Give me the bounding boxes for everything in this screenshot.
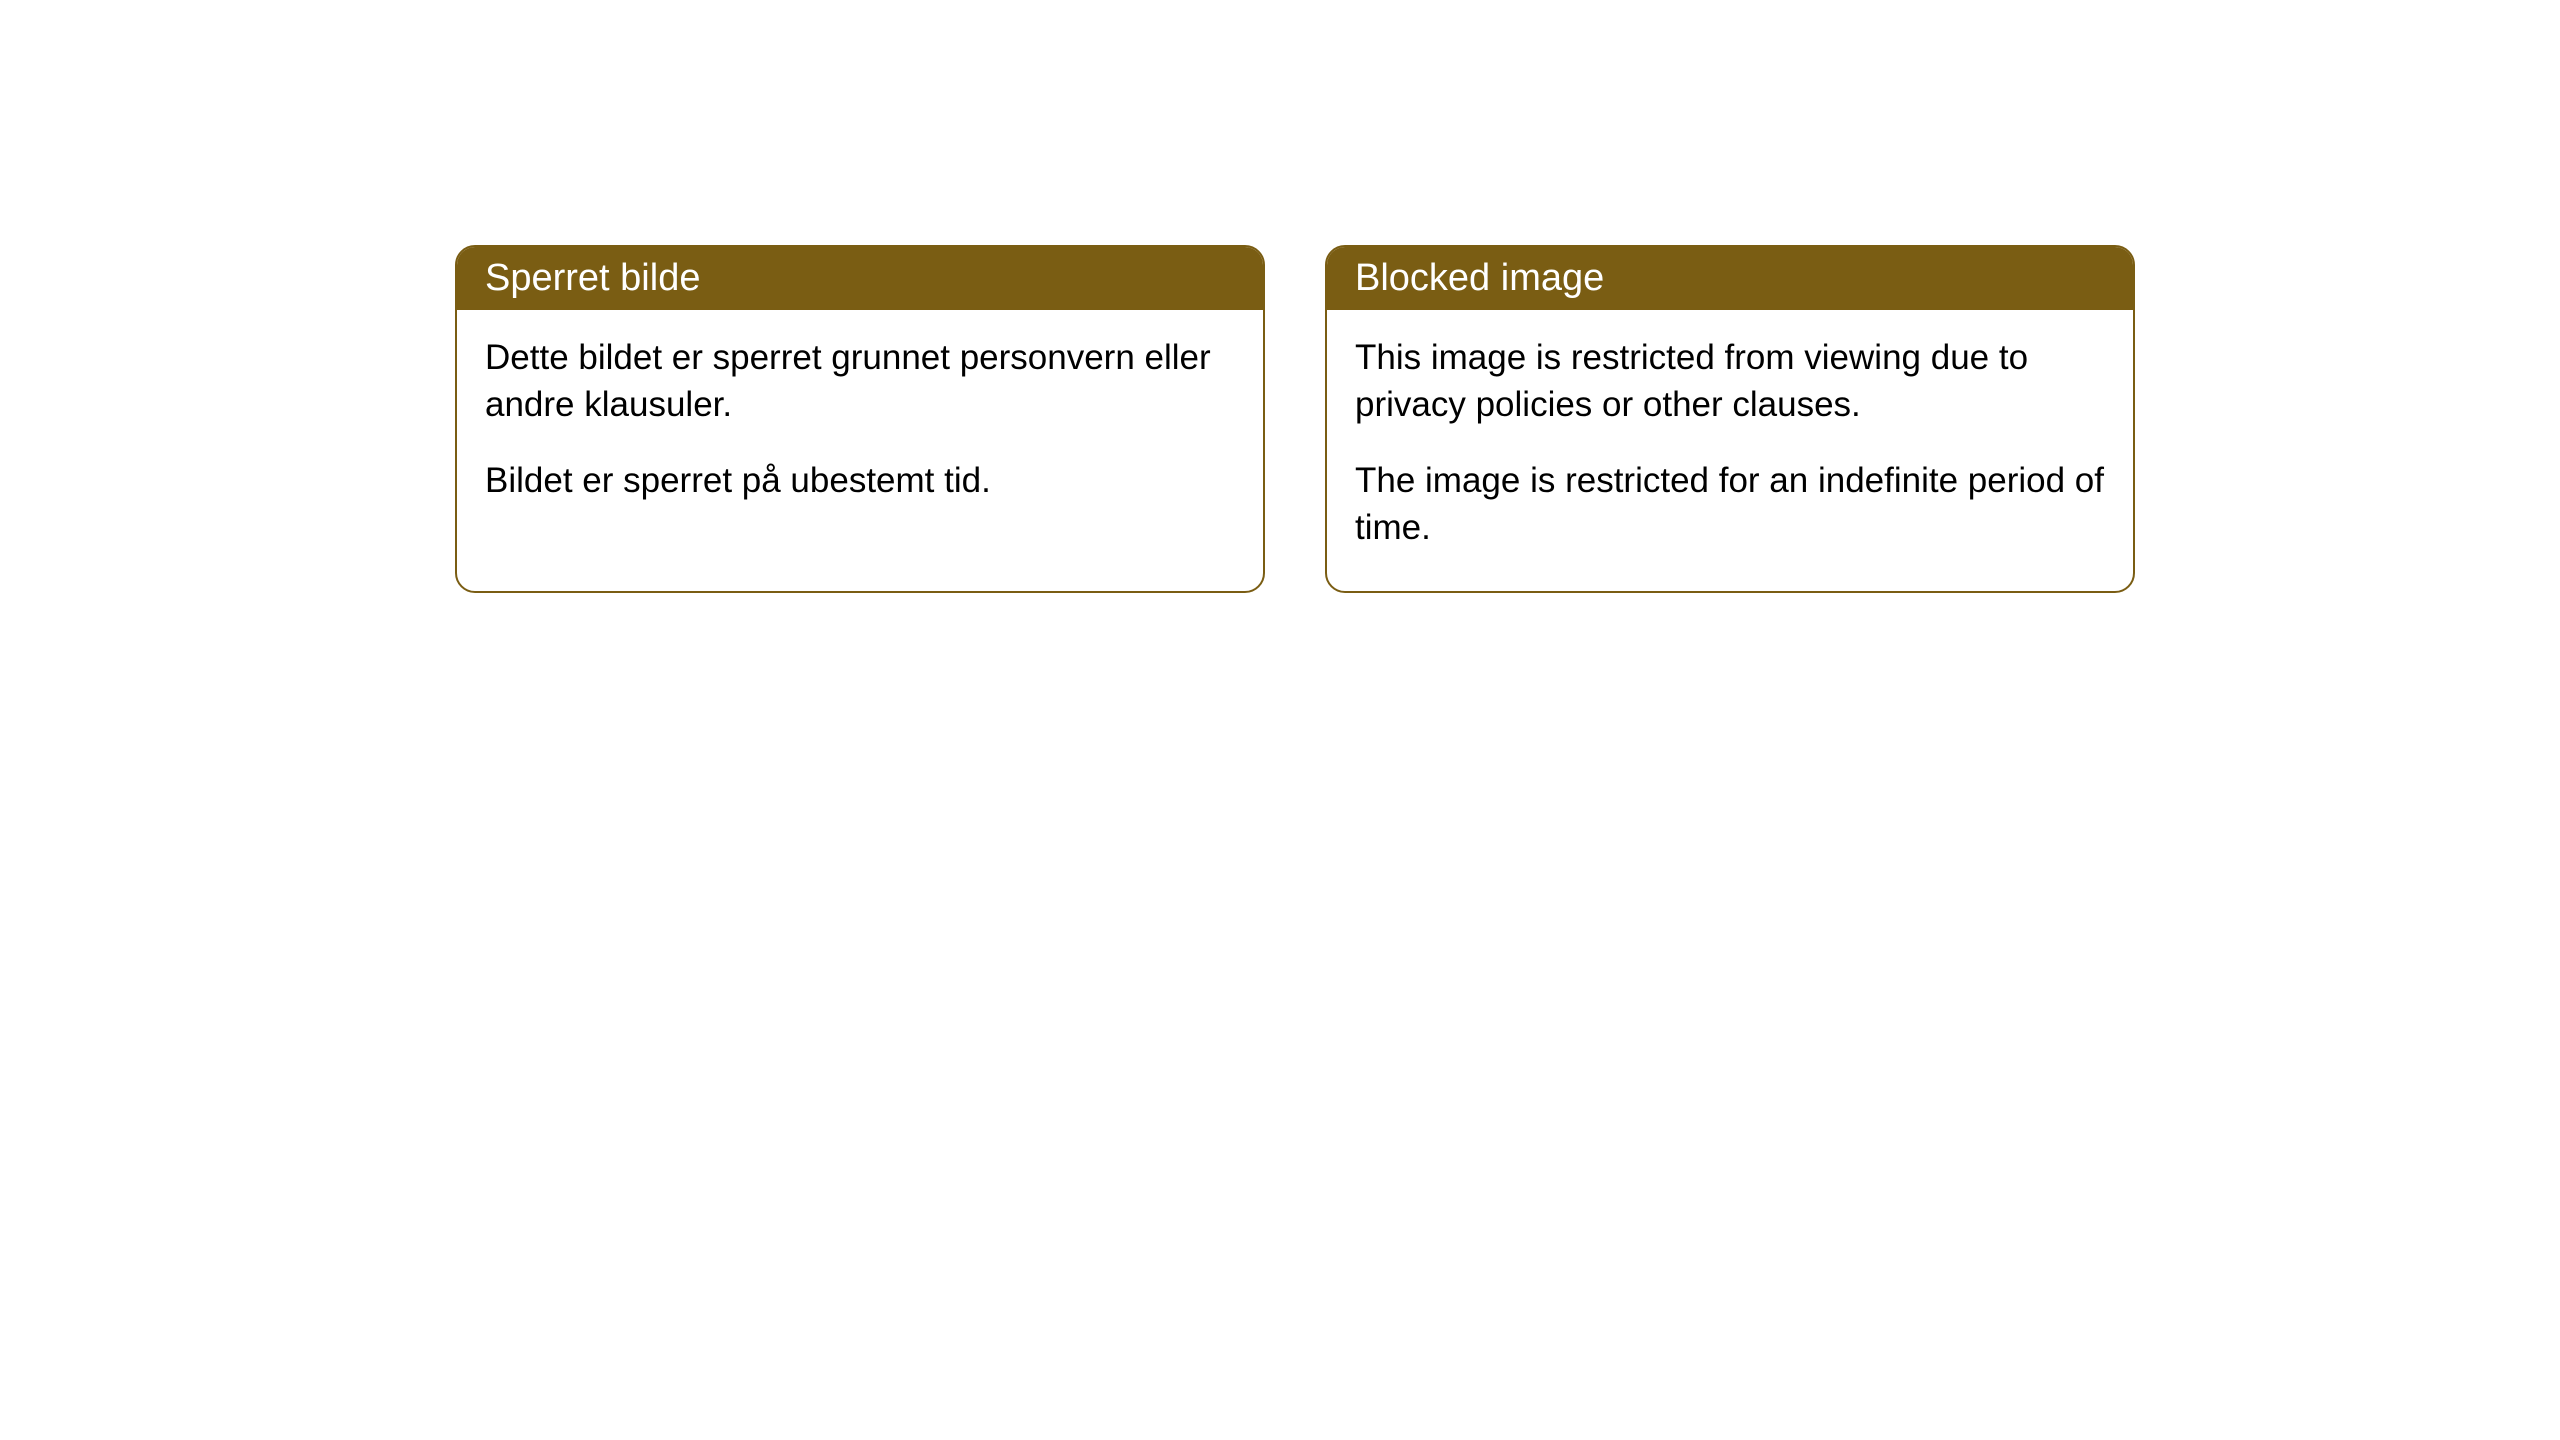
- card-paragraph-2-norwegian: Bildet er sperret på ubestemt tid.: [485, 457, 1235, 504]
- card-body-english: This image is restricted from viewing du…: [1327, 310, 2133, 591]
- card-paragraph-1-english: This image is restricted from viewing du…: [1355, 334, 2105, 429]
- cards-container: Sperret bilde Dette bildet er sperret gr…: [0, 0, 2560, 593]
- blocked-image-card-english: Blocked image This image is restricted f…: [1325, 245, 2135, 593]
- blocked-image-card-norwegian: Sperret bilde Dette bildet er sperret gr…: [455, 245, 1265, 593]
- card-title-norwegian: Sperret bilde: [457, 247, 1263, 310]
- card-title-english: Blocked image: [1327, 247, 2133, 310]
- card-paragraph-2-english: The image is restricted for an indefinit…: [1355, 457, 2105, 552]
- card-body-norwegian: Dette bildet er sperret grunnet personve…: [457, 310, 1263, 544]
- card-paragraph-1-norwegian: Dette bildet er sperret grunnet personve…: [485, 334, 1235, 429]
